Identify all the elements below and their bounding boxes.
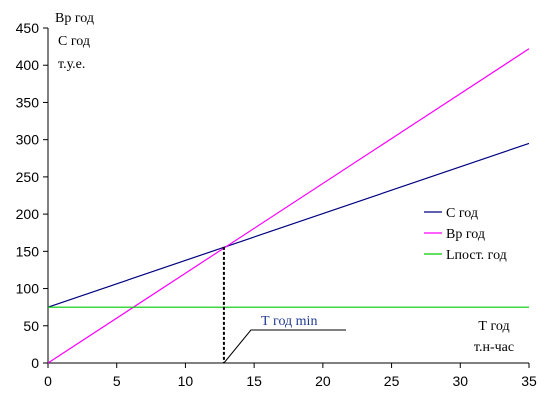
x-axis-label: Т год т.н-час: [474, 319, 514, 355]
y-tick-label: 400: [16, 57, 40, 73]
x-tick-label: 10: [178, 373, 194, 389]
series-lines: [47, 48, 530, 364]
y-tick-label: 100: [16, 281, 40, 297]
y-tick-label: 300: [16, 132, 40, 148]
y-axis-label-line: т.у.е.: [58, 57, 85, 72]
x-axis-ticks: 0 5 10 15 20 25 30 35: [44, 363, 537, 389]
x-axis-label-line: т.н-час: [474, 340, 514, 355]
x-tick-label: 0: [44, 373, 52, 389]
y-tick-label: 0: [31, 355, 39, 371]
y-tick-label: 450: [16, 20, 40, 36]
y-tick-label: 150: [16, 243, 40, 259]
breakeven-markers: Т год min: [222, 246, 346, 364]
legend-label: Lпост. год: [446, 248, 507, 263]
annotation-label: Т год min: [261, 314, 317, 329]
y-tick-label: 200: [16, 206, 40, 222]
y-axis-label: Вр год С год т.у.е.: [55, 11, 94, 72]
x-tick-label: 35: [521, 373, 537, 389]
axes: [47, 28, 529, 364]
x-tick-label: 5: [113, 373, 121, 389]
x-tick-label: 30: [452, 373, 468, 389]
x-tick-label: 15: [246, 373, 262, 389]
axis-labels: Вр год С год т.у.е. Т год т.н-час: [55, 11, 514, 355]
y-tick-label: 250: [16, 169, 40, 185]
y-tick-label: 50: [23, 318, 39, 334]
y-axis-ticks: 0 50 100 150 200 250 300 350 400 450: [16, 20, 48, 371]
legend: С год Вр год Lпост. год: [424, 206, 507, 263]
y-axis-label-line: С год: [58, 34, 90, 49]
legend-label: С год: [446, 206, 478, 221]
y-tick-label: 350: [16, 94, 40, 110]
x-tick-label: 20: [315, 373, 331, 389]
annotation-leader: [223, 329, 346, 364]
x-axis-label-line: Т год: [478, 319, 509, 334]
y-axis-label-line: Вр год: [55, 11, 94, 26]
series-line: [47, 48, 530, 364]
x-tick-label: 25: [384, 373, 400, 389]
legend-label: Вр год: [446, 227, 485, 242]
series-line: [47, 142, 530, 308]
